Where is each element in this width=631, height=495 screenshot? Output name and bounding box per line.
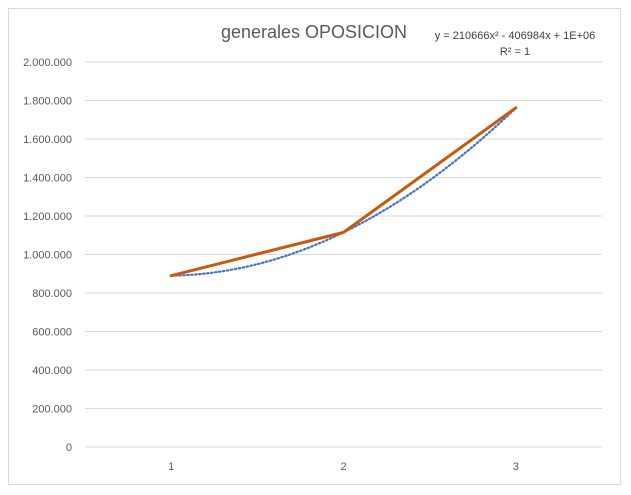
chart-title: generales OPOSICION: [221, 22, 407, 42]
series-layer: [169, 106, 518, 278]
y-tick-label: 200.000: [32, 404, 72, 416]
y-tick-label: 1.200.000: [23, 211, 72, 223]
gridlines: [85, 61, 602, 448]
y-tick-label: 2.000.000: [23, 57, 72, 69]
y-tick-label: 0: [66, 442, 72, 454]
y-tick-label: 800.000: [32, 288, 72, 300]
y-tick-label: 1.400.000: [23, 173, 72, 185]
trendline-equation: y = 210666x² - 406984x + 1E+06: [435, 30, 596, 42]
x-tick-label: 2: [340, 461, 346, 473]
y-tick-label: 600.000: [32, 327, 72, 339]
trendline-r-squared: R² = 1: [500, 46, 530, 58]
y-tick-label: 1.600.000: [23, 134, 72, 146]
y-tick-label: 1.800.000: [23, 96, 72, 108]
x-tick-label: 1: [168, 461, 174, 473]
y-tick-label: 1.000.000: [23, 250, 72, 262]
y-axis-ticks: 0 200.000 400.000 600.000 800.000 1.000.000 1.…: [23, 57, 72, 454]
x-axis-ticks: 1 2 3: [168, 461, 519, 473]
y-tick-label: 400.000: [32, 365, 72, 377]
trendline-layer: [170, 106, 517, 277]
chart-frame: [8, 8, 621, 485]
series-line: [169, 106, 518, 278]
trendline: [170, 106, 517, 277]
x-tick-label: 3: [513, 461, 519, 473]
